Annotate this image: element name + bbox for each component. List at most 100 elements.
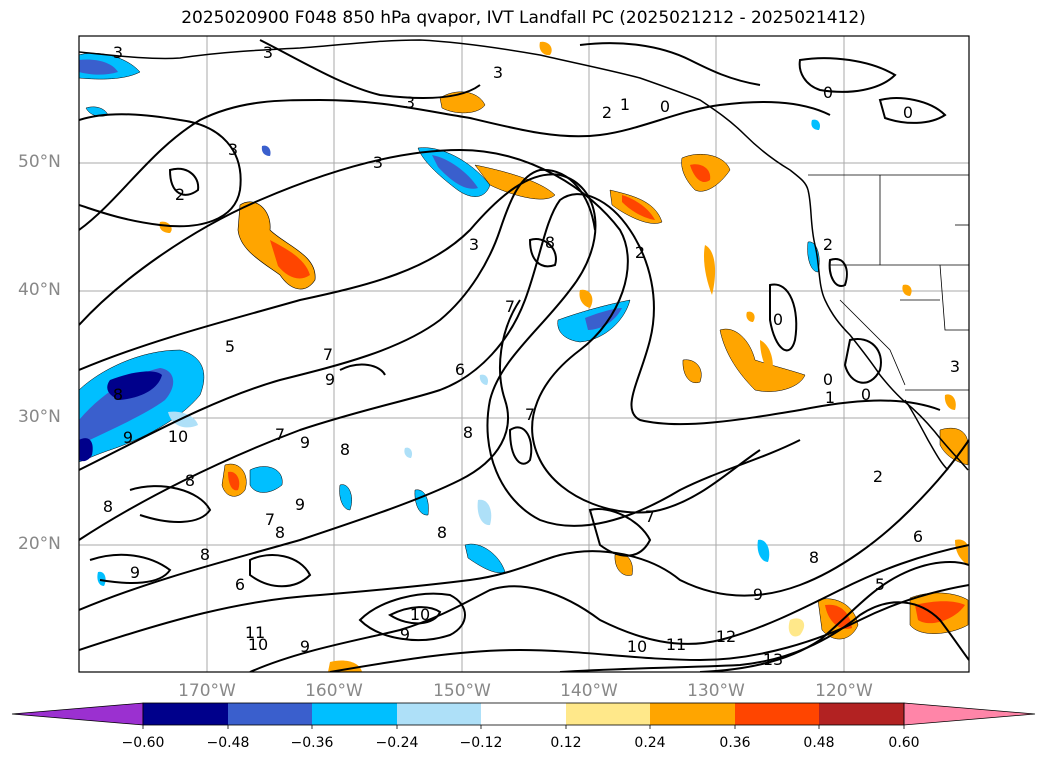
contour-label: 0 bbox=[823, 83, 833, 102]
contour-label: 11 bbox=[666, 635, 686, 654]
contour-label: 0 bbox=[903, 103, 913, 122]
contour-label: 13 bbox=[763, 650, 783, 669]
gridlines bbox=[79, 36, 969, 672]
lat-label-20n: 20°N bbox=[18, 534, 61, 554]
contour-label: 10 bbox=[410, 605, 430, 624]
contour-label: 3 bbox=[263, 43, 273, 62]
contour-label: 7 bbox=[645, 507, 655, 526]
colorbar-tick-label: −0.48 bbox=[206, 735, 250, 751]
contour-label: 3 bbox=[228, 140, 238, 159]
colorbar-tick-label: 0.24 bbox=[634, 735, 666, 751]
contour-label: 7 bbox=[525, 405, 535, 424]
colorbar-tick-label: 0.48 bbox=[803, 735, 835, 751]
colorbar-segment bbox=[11, 702, 144, 726]
contour-label: 8 bbox=[809, 548, 819, 567]
contour-label: 2 bbox=[175, 185, 185, 204]
contour-label: 6 bbox=[455, 360, 465, 379]
contour-label: 0 bbox=[823, 370, 833, 389]
contour-label: 8 bbox=[275, 523, 285, 542]
contour-label: 3 bbox=[950, 357, 960, 376]
map-plot: 3 3 3 3 3 2 1 0 0 0 2 3 2 3 8 7 5 7 9 9 … bbox=[78, 35, 970, 673]
colorbar-tick-label: −0.60 bbox=[121, 735, 165, 751]
contour-label-layer: 3 3 3 3 3 2 1 0 0 0 2 3 2 3 8 7 5 7 9 9 … bbox=[103, 43, 960, 669]
borders bbox=[808, 174, 969, 391]
lat-label-50n: 50°N bbox=[18, 152, 61, 172]
contour-label: 7 bbox=[323, 345, 333, 364]
contour-label: 8 bbox=[113, 385, 123, 404]
negative-anomaly-shading bbox=[79, 52, 821, 586]
contour-label: 3 bbox=[469, 235, 479, 254]
coastlines bbox=[79, 39, 969, 471]
contour-label: 8 bbox=[185, 471, 195, 490]
colorbar-segment bbox=[650, 703, 735, 725]
colorbar-tick-label: 0.36 bbox=[719, 735, 751, 751]
colorbar-tick-label: −0.24 bbox=[375, 735, 419, 751]
lat-label-30n: 30°N bbox=[18, 407, 61, 427]
lon-label-140w: 140°W bbox=[560, 681, 618, 701]
positive-anomaly-shading bbox=[159, 41, 969, 672]
contour-label: 5 bbox=[875, 575, 885, 594]
contour-label: 8 bbox=[437, 523, 447, 542]
contour-label: 9 bbox=[300, 433, 310, 452]
contour-label: 9 bbox=[753, 585, 763, 604]
colorbar-segment bbox=[903, 702, 1036, 726]
contour-label: 12 bbox=[716, 627, 736, 646]
lat-label-40n: 40°N bbox=[18, 280, 61, 300]
contour-label: 2 bbox=[602, 103, 612, 122]
contour-label: 11 bbox=[245, 623, 265, 642]
contour-label: 8 bbox=[200, 545, 210, 564]
map-title: 2025020900 F048 850 hPa qvapor, IVT Land… bbox=[181, 8, 866, 28]
colorbar-ticks bbox=[142, 725, 905, 729]
contour-label: 0 bbox=[660, 97, 670, 116]
contour-label: 6 bbox=[235, 575, 245, 594]
contour-label: 8 bbox=[103, 497, 113, 516]
colorbar-segment bbox=[312, 703, 397, 725]
lon-label-160w: 160°W bbox=[305, 681, 363, 701]
colorbar-segment bbox=[143, 703, 228, 725]
contour-label: 0 bbox=[861, 385, 871, 404]
contour-label: 7 bbox=[275, 425, 285, 444]
contour-label: 10 bbox=[248, 635, 268, 654]
contour-label: 2 bbox=[635, 243, 645, 262]
contour-label: 7 bbox=[505, 297, 515, 316]
contour-label: 3 bbox=[405, 93, 415, 112]
colorbar-tick-label: −0.36 bbox=[290, 735, 334, 751]
contour-label: 1 bbox=[825, 388, 835, 407]
colorbar-segment bbox=[819, 703, 904, 725]
colorbar-tick-label: 0.60 bbox=[888, 735, 920, 751]
colorbar-tick-label: −0.12 bbox=[459, 735, 503, 751]
contour-label: 0 bbox=[773, 310, 783, 329]
contour-label: 9 bbox=[325, 370, 335, 389]
contour-label: 2 bbox=[823, 235, 833, 254]
contour-label: 3 bbox=[373, 153, 383, 172]
contour-label: 10 bbox=[627, 637, 647, 656]
colorbar-frame bbox=[142, 702, 905, 726]
colorbar-segment bbox=[397, 703, 481, 725]
colorbar bbox=[11, 702, 1036, 729]
contour-label: 8 bbox=[545, 233, 555, 252]
contour-label: 9 bbox=[295, 495, 305, 514]
contour-label: 10 bbox=[168, 427, 188, 446]
contour-label: 8 bbox=[463, 423, 473, 442]
colorbar-segment bbox=[566, 703, 650, 725]
colorbar-segment bbox=[735, 703, 819, 725]
contour-label: 2 bbox=[873, 467, 883, 486]
contour-label: 5 bbox=[225, 337, 235, 356]
lon-label-130w: 130°W bbox=[687, 681, 745, 701]
lon-label-120w: 120°W bbox=[815, 681, 873, 701]
colorbar-segment bbox=[481, 703, 566, 725]
colorbar-tick-label: 0.12 bbox=[550, 735, 582, 751]
lon-label-150w: 150°W bbox=[433, 681, 491, 701]
plot-frame bbox=[78, 35, 970, 673]
contour-label: 9 bbox=[123, 428, 133, 447]
contour-label: 9 bbox=[300, 637, 310, 656]
colorbar-segment bbox=[228, 703, 312, 725]
contour-label: 6 bbox=[913, 527, 923, 546]
contour-label: 8 bbox=[340, 440, 350, 459]
contour-label: 9 bbox=[130, 563, 140, 582]
contour-label: 7 bbox=[265, 510, 275, 529]
contour-label: 3 bbox=[493, 63, 503, 82]
contour-label: 1 bbox=[620, 95, 630, 114]
contour-lines bbox=[79, 39, 969, 672]
contour-label: 3 bbox=[113, 43, 123, 62]
